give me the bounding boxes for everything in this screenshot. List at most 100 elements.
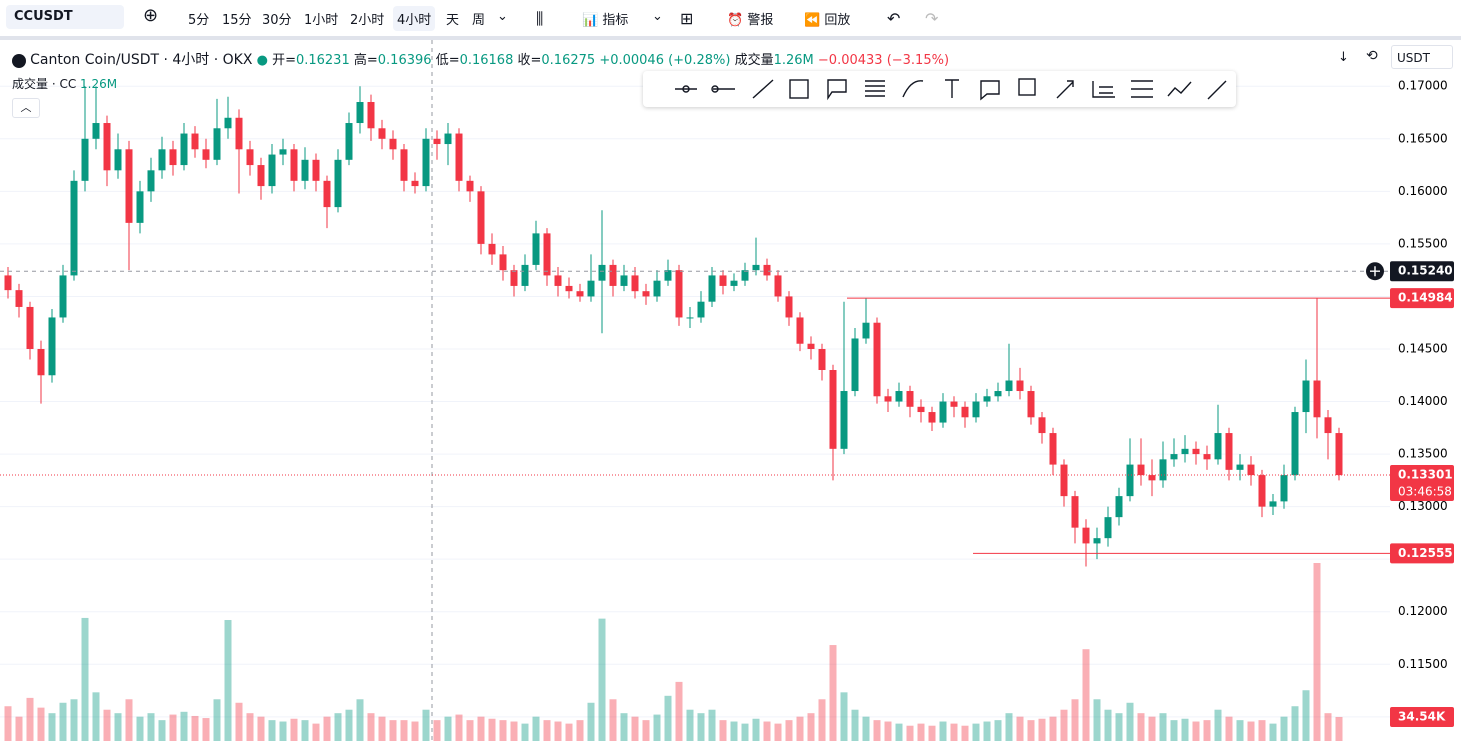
candle-body — [158, 149, 166, 171]
volume-bar — [26, 697, 34, 741]
volume-bar — [598, 618, 606, 741]
volume-bar — [983, 721, 991, 741]
interval[interactable]: 5分 — [188, 13, 210, 28]
candle-body — [873, 322, 881, 397]
candle-body — [268, 154, 276, 187]
volume-bar — [851, 709, 859, 741]
candle-body — [301, 159, 309, 181]
candle-body — [862, 322, 870, 339]
candle-body — [103, 123, 111, 171]
candle-body — [741, 270, 749, 281]
candle-body — [81, 138, 89, 181]
volume-bar — [191, 715, 199, 741]
collapse-button[interactable]: ︿ — [12, 98, 40, 118]
price-line-label: 0.12555 — [1398, 546, 1453, 560]
candle-body — [26, 306, 34, 349]
candle-body — [609, 264, 617, 286]
volume-bar — [1159, 713, 1167, 741]
candle-body — [1302, 380, 1310, 413]
candle-body — [444, 133, 452, 145]
add-button[interactable]: ⊕ — [143, 5, 159, 26]
y-tick-label: 0.16500 — [1398, 131, 1448, 145]
currency-select[interactable]: USDT — [1391, 45, 1453, 69]
open: 0.16231 — [295, 53, 350, 68]
candle-body — [224, 117, 232, 129]
volume-bar — [928, 725, 936, 741]
volume-bar — [180, 711, 188, 741]
volume-bar — [543, 720, 551, 741]
last-price-bg — [1390, 464, 1454, 501]
volume-bar — [1027, 720, 1035, 741]
candle-body — [1137, 464, 1145, 476]
volume-bar — [532, 716, 540, 741]
replay[interactable]: ⏪ 回放 — [804, 13, 851, 28]
candle-body — [1192, 448, 1200, 455]
candle-body — [576, 291, 584, 297]
candle-body — [1225, 433, 1233, 470]
volume-bar — [213, 699, 221, 741]
volume-bar — [367, 713, 375, 741]
candle-body — [378, 128, 386, 139]
indicators[interactable]: 📊 指标 — [582, 13, 629, 28]
volume-bar — [147, 713, 155, 741]
undo[interactable]: ↶ — [887, 9, 901, 28]
candle-body — [1115, 496, 1123, 518]
volume-bar — [1214, 709, 1222, 741]
candle-body — [532, 233, 540, 265]
toolbar: CCUSDT ⊕ 5分 15分 30分 1小时 2小时 4小时 天 周 ⌄ ⫼ … — [0, 0, 1461, 40]
layout[interactable]: ⊞ — [680, 9, 694, 28]
redo[interactable]: ↷ — [925, 9, 939, 28]
candle-body — [1291, 412, 1299, 476]
interval[interactable]: 15分 — [222, 13, 252, 28]
candle-body — [202, 149, 210, 160]
low-label: 低= — [435, 53, 460, 68]
volume-bar — [334, 713, 342, 741]
volume-bar — [323, 716, 331, 741]
candle-body — [543, 233, 551, 276]
reset[interactable]: ⟲ — [1366, 48, 1378, 64]
candle-body — [15, 290, 23, 307]
candle-body — [829, 370, 837, 449]
candle-body — [752, 264, 760, 271]
chart-type[interactable]: ⫼ — [536, 9, 544, 28]
candle-body — [851, 338, 859, 392]
dropdown[interactable]: ⌄ — [652, 9, 663, 24]
interval[interactable]: 30分 — [262, 13, 292, 28]
volume-bar — [1060, 709, 1068, 741]
candle-body — [510, 270, 518, 286]
volume-bar — [59, 702, 67, 741]
candle-body — [928, 412, 936, 423]
last-price-label: 0.13301 — [1398, 467, 1453, 481]
volume-bar — [1203, 720, 1211, 741]
scroll-down[interactable]: ↓ — [1338, 50, 1349, 65]
interval[interactable]: 天 — [446, 13, 460, 28]
candle-body — [1082, 527, 1090, 544]
volume-bar — [774, 723, 782, 741]
volume-bar — [906, 725, 914, 741]
volume-bar — [1016, 716, 1024, 741]
volume-bar — [862, 716, 870, 741]
candle-body — [37, 348, 45, 376]
volume-bar — [752, 718, 760, 741]
label: 回放 — [824, 13, 851, 28]
dropdown[interactable]: ⌄ — [497, 9, 508, 24]
candle-body — [939, 401, 947, 423]
candle-body — [488, 243, 496, 255]
symbol[interactable]: CCUSDT — [6, 5, 124, 29]
volume-bar — [1104, 709, 1112, 741]
volume-bar — [620, 713, 628, 741]
candle-body — [356, 102, 364, 124]
candle-body — [477, 191, 485, 244]
volume-bar — [1313, 563, 1321, 741]
volume-bar — [499, 720, 507, 741]
candle-body — [961, 406, 969, 418]
interval[interactable]: 2小时 — [350, 13, 385, 28]
interval[interactable]: 4小时 — [393, 6, 436, 31]
candle-body — [620, 275, 628, 286]
value: 1.26M — [80, 77, 118, 91]
dot: ● — [256, 53, 268, 68]
interval[interactable]: 1小时 — [304, 13, 339, 28]
interval[interactable]: 周 — [472, 13, 486, 28]
alerts[interactable]: ⏰ 警报 — [727, 13, 774, 28]
